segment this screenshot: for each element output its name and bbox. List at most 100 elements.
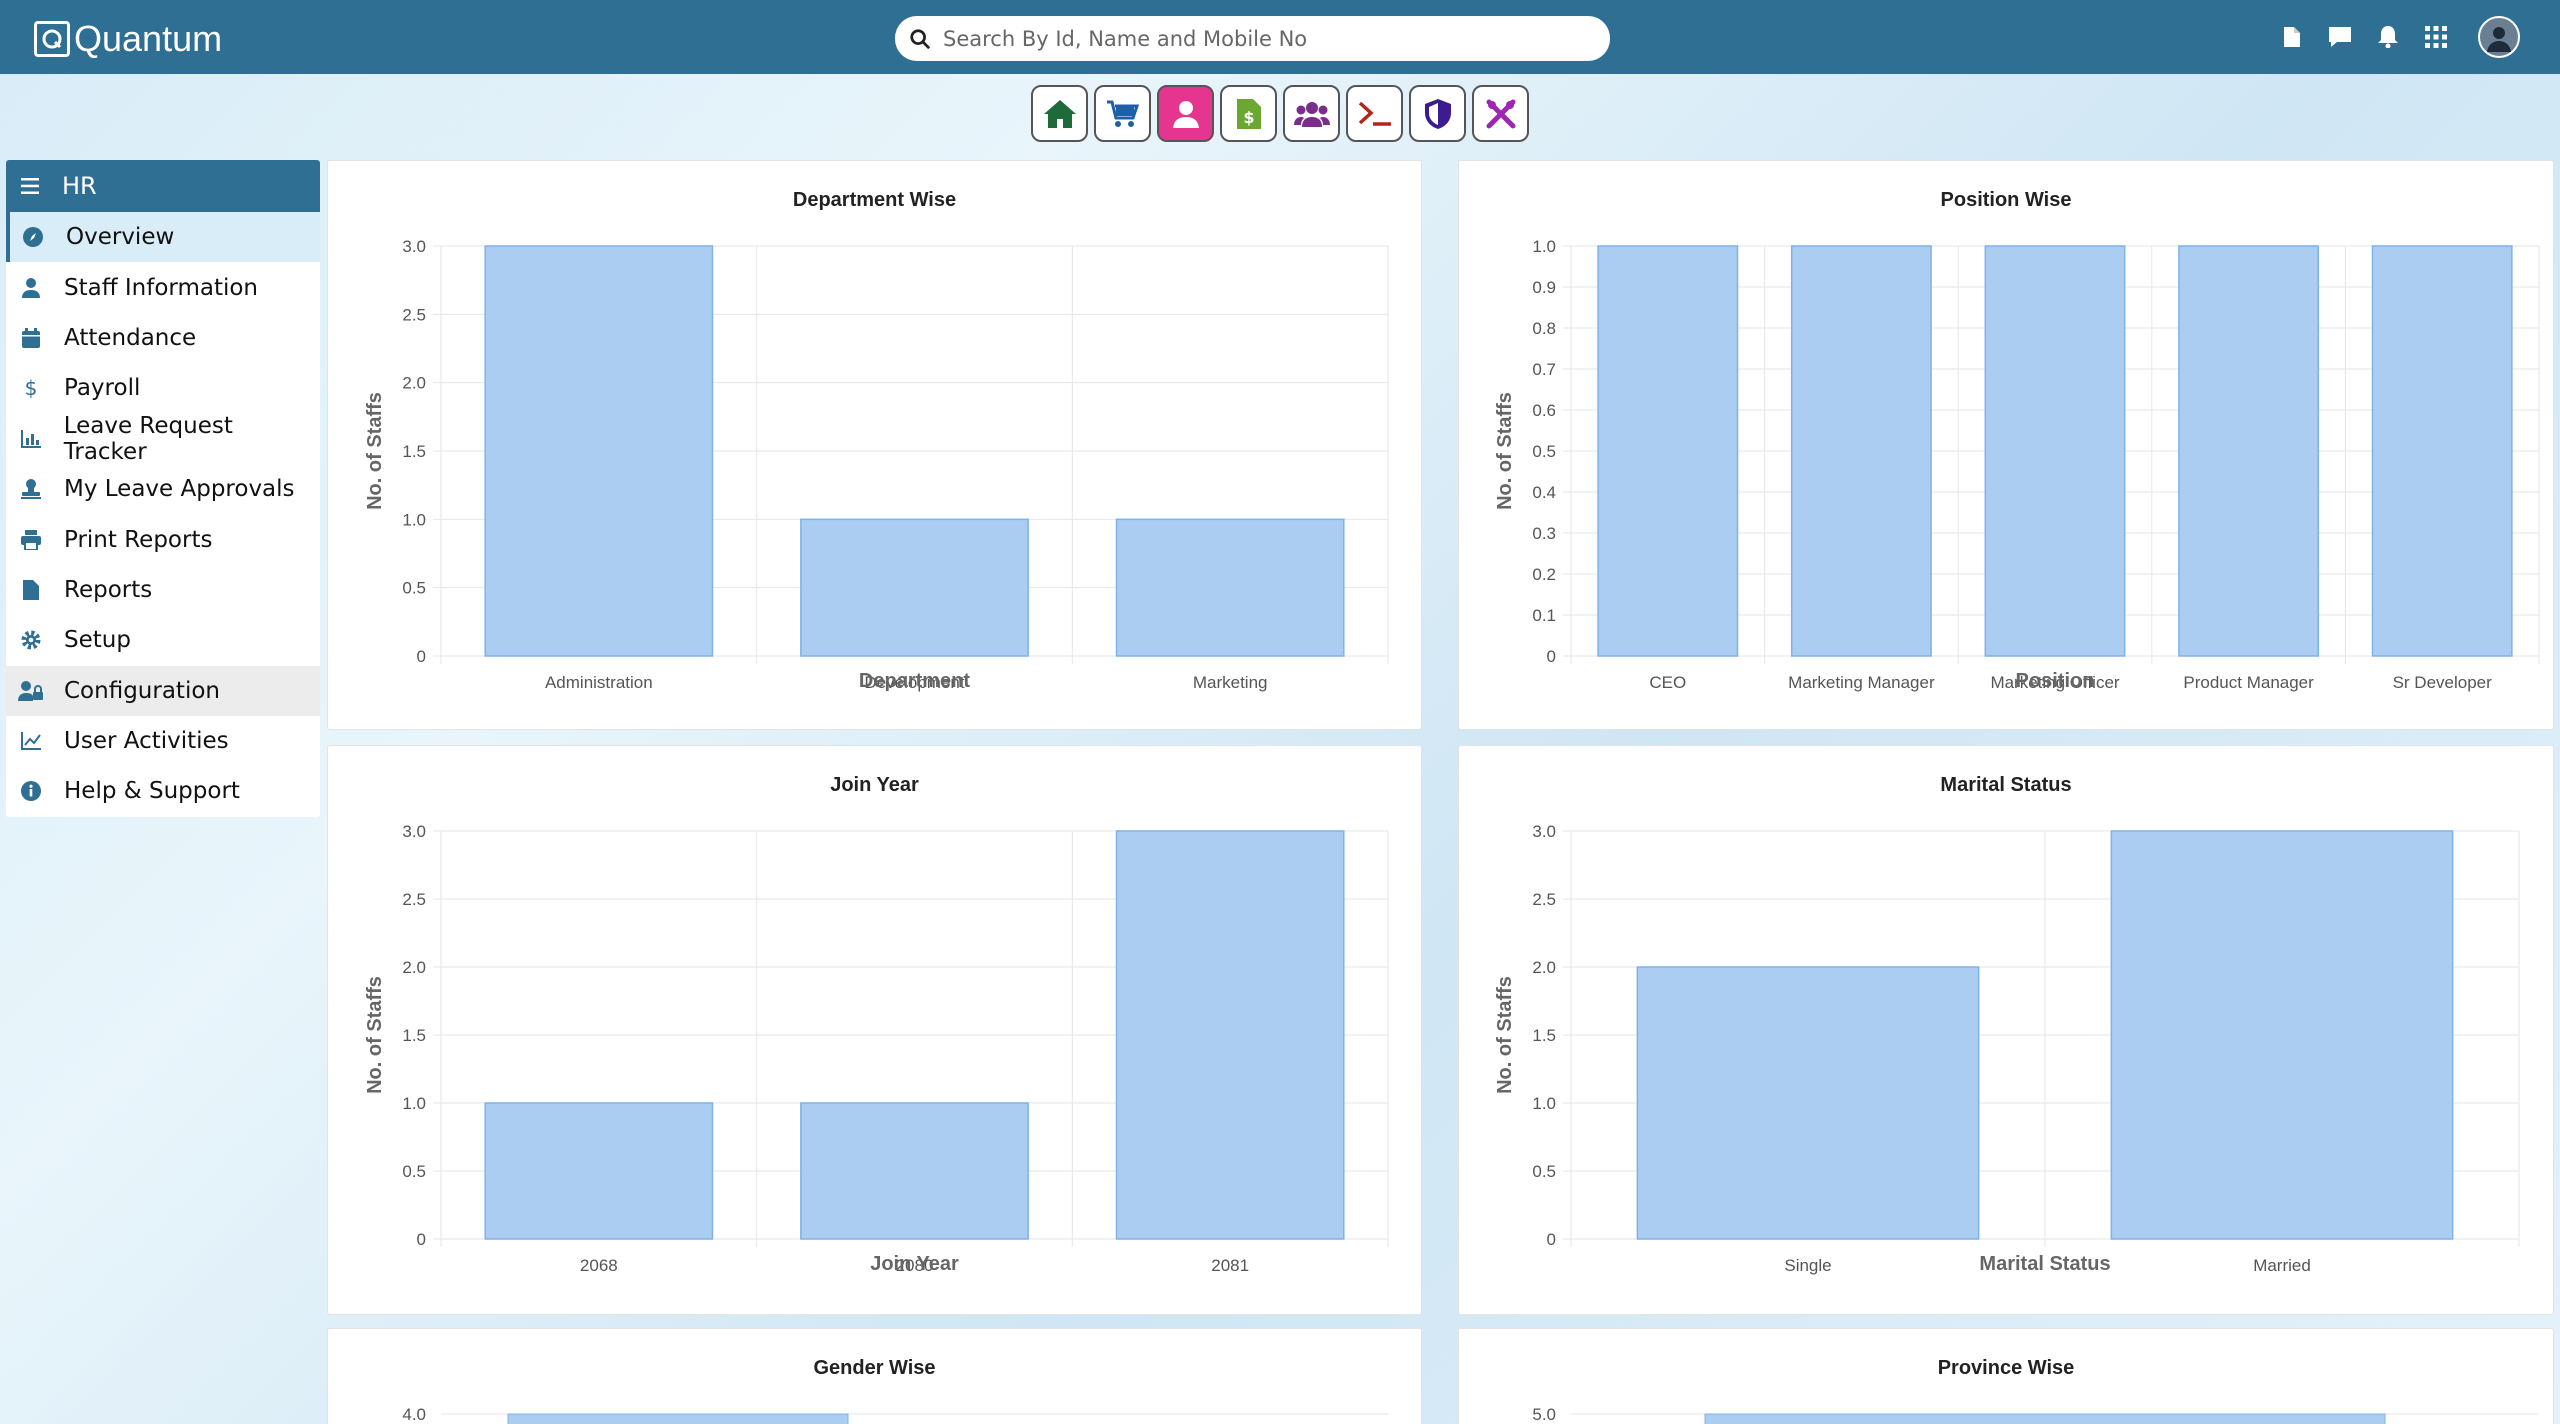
y-tick-label: 1.0 — [402, 1094, 426, 1113]
sidebar-header-label: HR — [62, 172, 97, 200]
sidebar-item-setup[interactable]: Setup — [6, 615, 320, 665]
y-axis-title: No. of Staffs — [364, 392, 386, 510]
gender-chart-partial: 4.0 — [402, 1405, 1388, 1424]
finance-doc-icon[interactable]: $ — [1220, 85, 1277, 142]
dollar-icon: $ — [18, 375, 44, 401]
people-group-icon[interactable] — [1283, 85, 1340, 142]
join-year-chart: 0 0.5 1.0 1.5 2.0 2.5 3.0 2068 2080 2081 Join Year… — [364, 822, 1389, 1275]
x-axis-title: Department — [859, 670, 970, 692]
y-tick-label: 1.5 — [402, 442, 426, 461]
marital-status-chart: 0 0.5 1.0 1.5 2.0 2.5 3.0 Single Married Marital … — [1494, 822, 2520, 1275]
sidebar-item-configuration[interactable]: Configuration — [6, 665, 320, 716]
chart-title: Position Wise — [1940, 189, 2072, 211]
sidebar-item-user-activities[interactable]: User Activities — [6, 716, 320, 766]
y-tick-label: 2.0 — [402, 374, 426, 393]
printer-icon — [18, 527, 44, 553]
sidebar-item-label: Attendance — [64, 324, 197, 351]
x-tick-label: Married — [2253, 1256, 2311, 1275]
y-tick-label: 1.5 — [402, 1026, 426, 1045]
bar-chart-icon — [18, 426, 44, 452]
hamburger-menu-icon[interactable] — [18, 178, 42, 194]
y-tick-label: 1.0 — [1532, 1094, 1556, 1113]
bar — [1984, 245, 2126, 657]
y-axis-title: No. of Staffs — [1494, 976, 1516, 1094]
svg-text:$: $ — [25, 377, 38, 399]
home-icon[interactable] — [1031, 85, 1088, 142]
bar — [484, 1102, 714, 1240]
sidebar-item-my-leave-approvals[interactable]: My Leave Approvals — [6, 464, 320, 514]
svg-text:$: $ — [1243, 108, 1254, 127]
position-chart-card: Position Wise 0 0.1 0.2 0.3 0.4 0.5 0.6 0.7 0.8 0… — [1458, 160, 2554, 730]
province-chart-card: Province Wise 5.0 — [1458, 1328, 2554, 1424]
x-tick-label: 2081 — [1211, 1256, 1249, 1275]
bar — [2110, 830, 2454, 1240]
sidebar-item-print-reports[interactable]: Print Reports — [6, 514, 320, 564]
search-input[interactable] — [943, 26, 1583, 51]
y-tick-label: 0.8 — [1532, 319, 1556, 338]
x-tick-label: Marketing — [1193, 673, 1268, 692]
y-tick-label: 2.5 — [402, 890, 426, 909]
bar — [484, 245, 714, 657]
y-tick-label: 1.5 — [1532, 1026, 1556, 1045]
bar — [1790, 245, 1932, 657]
y-tick-label: 4.0 — [402, 1405, 426, 1424]
search-icon — [910, 28, 931, 49]
search-bar[interactable] — [895, 16, 1610, 61]
cart-icon[interactable] — [1094, 85, 1151, 142]
y-tick-label: 3.0 — [402, 237, 426, 256]
sidebar-item-attendance[interactable]: Attendance — [6, 313, 320, 363]
sidebar-header[interactable]: HR — [6, 160, 320, 212]
y-tick-label: 2.5 — [402, 305, 426, 324]
y-tick-label: 0.5 — [1532, 442, 1556, 461]
sidebar-item-overview[interactable]: Overview — [6, 212, 320, 263]
tools-icon[interactable] — [1472, 85, 1529, 142]
chart-title: Province Wise — [1937, 1357, 2075, 1379]
y-tick-label: 0.2 — [1532, 565, 1556, 584]
x-tick-label: Development — [864, 673, 964, 692]
x-axis-title: Join Year — [870, 1253, 959, 1275]
sidebar-item-reports[interactable]: Reports — [6, 565, 320, 615]
x-axis-title: Position — [2016, 670, 2095, 692]
y-tick-label: 3.0 — [1532, 822, 1556, 841]
y-tick-label: 0.5 — [1532, 1162, 1556, 1181]
y-tick-label: 0.9 — [1532, 278, 1556, 297]
y-tick-label: 0.4 — [1532, 483, 1556, 502]
x-tick-label: Administration — [545, 673, 653, 692]
y-tick-label: 0 — [1547, 647, 1556, 666]
user-icon — [18, 275, 44, 301]
department-chart: 0 0.5 1.0 1.5 2.0 2.5 3.0 Administration Develop… — [364, 237, 1389, 692]
app-logo[interactable]: Quantum — [34, 18, 222, 60]
chat-icon[interactable] — [2316, 16, 2364, 58]
province-chart-partial: 5.0 — [1532, 1405, 2539, 1424]
y-tick-label: 0 — [1547, 1230, 1556, 1249]
y-axis-title: No. of Staffs — [1494, 392, 1516, 510]
bar — [2371, 245, 2513, 657]
y-tick-label: 0.5 — [402, 1162, 426, 1181]
y-axis-title: No. of Staffs — [364, 976, 386, 1094]
sidebar-item-staff-information[interactable]: Staff Information — [6, 262, 320, 312]
sidebar-item-help-support[interactable]: Help & Support — [6, 766, 320, 816]
bell-icon[interactable] — [2364, 16, 2412, 58]
sidebar-item-label: User Activities — [64, 728, 229, 755]
x-tick-label: 2068 — [580, 1256, 618, 1275]
file-icon — [18, 577, 44, 603]
sidebar-item-payroll[interactable]: $ Payroll — [6, 363, 320, 413]
sidebar-item-label: Overview — [66, 224, 175, 251]
join-year-chart-card: Join Year 0 0.5 1.0 1.5 2.0 2.5 3.0 2068 2080 208… — [327, 745, 1422, 1315]
y-tick-label: 2.0 — [402, 958, 426, 977]
terminal-icon[interactable] — [1346, 85, 1403, 142]
sidebar-item-leave-request-tracker[interactable]: Leave Request Tracker — [6, 413, 320, 465]
shield-icon[interactable] — [1409, 85, 1466, 142]
calendar-icon — [18, 325, 44, 351]
bar — [2178, 245, 2320, 657]
user-avatar[interactable] — [2478, 16, 2520, 58]
x-tick-label: Single — [1784, 1256, 1831, 1275]
apps-grid-icon[interactable] — [2412, 16, 2460, 58]
chart-title: Gender Wise — [813, 1357, 936, 1379]
document-icon[interactable] — [2268, 16, 2316, 58]
bar — [1115, 830, 1345, 1240]
sidebar-item-label: Payroll — [64, 375, 141, 402]
bar — [800, 1102, 1029, 1240]
line-chart-icon — [18, 728, 44, 754]
hr-user-icon[interactable] — [1157, 85, 1214, 142]
